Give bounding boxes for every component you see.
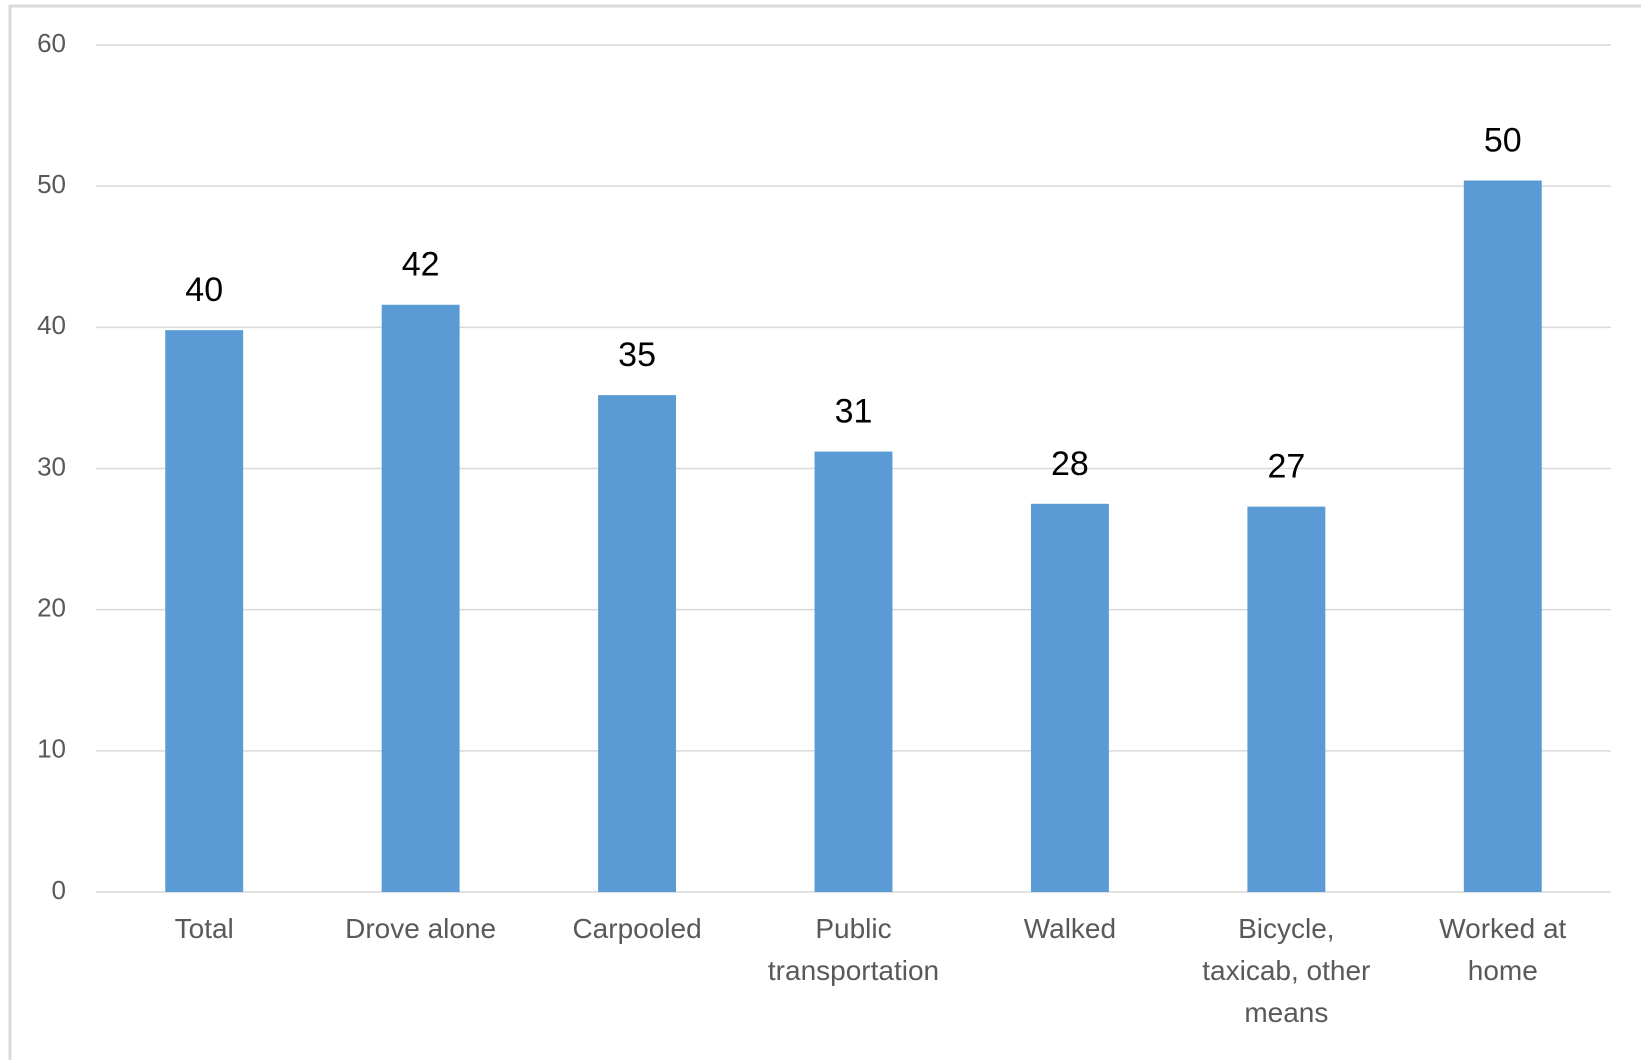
chart-border (8, 4, 1641, 1060)
data-label: 42 (402, 246, 440, 284)
y-tick-label: 60 (37, 28, 66, 58)
data-label: 31 (835, 393, 873, 431)
bar (1247, 506, 1326, 892)
data-label: 35 (618, 336, 656, 374)
x-tick-label: Walked (1023, 913, 1117, 944)
y-tick-label: 10 (37, 734, 66, 764)
bar (165, 330, 244, 892)
x-tick-label: Drove alone (345, 913, 497, 944)
bar (381, 304, 460, 892)
y-tick-label: 40 (37, 310, 66, 340)
data-label: 50 (1484, 122, 1522, 160)
bar (814, 451, 893, 892)
y-tick-label: 30 (37, 451, 66, 481)
y-tick-label: 20 (37, 593, 66, 623)
bar (1030, 503, 1109, 892)
y-tick-label: 50 (37, 169, 66, 199)
data-label: 40 (185, 271, 223, 309)
x-tick-label: Bicycle, taxicab, other means (1202, 913, 1371, 1028)
x-tick-label: Total (174, 913, 234, 944)
data-label: 28 (1051, 445, 1089, 483)
data-label: 27 (1267, 448, 1305, 486)
bar (598, 395, 677, 892)
y-tick-label: 0 (52, 875, 66, 905)
x-tick-label: Public transportation (767, 913, 940, 986)
bar (1463, 180, 1542, 892)
x-tick-label: Worked at home (1439, 913, 1567, 986)
x-tick-label: Carpooled (572, 913, 702, 944)
